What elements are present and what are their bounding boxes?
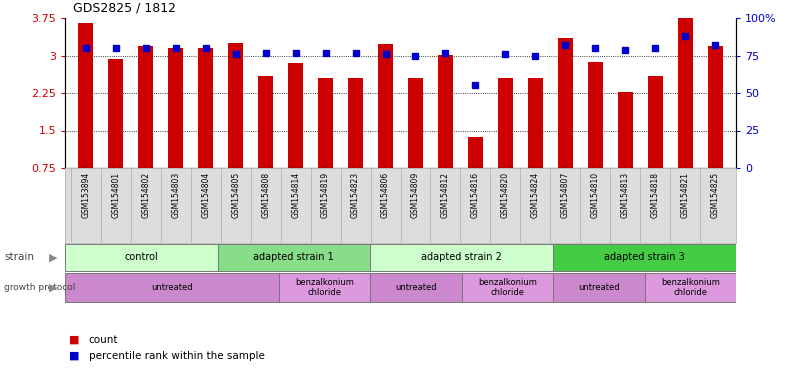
Text: control: control <box>124 253 158 263</box>
Bar <box>528 78 543 168</box>
Text: GSM154813: GSM154813 <box>621 172 630 218</box>
Bar <box>65 273 278 302</box>
Text: GDS2825 / 1812: GDS2825 / 1812 <box>73 1 176 14</box>
Bar <box>218 243 370 271</box>
Bar <box>408 78 423 168</box>
Text: percentile rank within the sample: percentile rank within the sample <box>89 351 264 361</box>
Text: adapted strain 1: adapted strain 1 <box>253 253 334 263</box>
Bar <box>461 273 553 302</box>
Bar <box>79 23 94 168</box>
Bar <box>138 46 153 168</box>
Bar <box>370 243 553 271</box>
Bar <box>558 38 573 168</box>
Text: GSM154816: GSM154816 <box>471 172 480 218</box>
Bar <box>259 76 274 168</box>
Text: untreated: untreated <box>395 283 436 292</box>
Text: GSM154807: GSM154807 <box>560 172 570 218</box>
Text: benzalkonium
chloride: benzalkonium chloride <box>295 278 354 297</box>
Bar <box>168 48 183 168</box>
Text: GSM154805: GSM154805 <box>231 172 241 218</box>
Text: GSM154824: GSM154824 <box>531 172 540 218</box>
Text: ■: ■ <box>69 335 79 345</box>
Text: untreated: untreated <box>578 283 619 292</box>
Bar <box>707 46 722 168</box>
Bar <box>498 78 512 168</box>
Text: adapted strain 3: adapted strain 3 <box>604 253 685 263</box>
Bar <box>648 76 663 168</box>
Bar <box>198 48 213 168</box>
Bar <box>645 273 736 302</box>
Text: GSM154802: GSM154802 <box>141 172 150 218</box>
Bar <box>108 59 123 168</box>
Text: growth protocol: growth protocol <box>4 283 75 292</box>
Bar <box>553 243 736 271</box>
Text: ▶: ▶ <box>49 253 57 263</box>
Text: benzalkonium
chloride: benzalkonium chloride <box>478 278 537 297</box>
Bar <box>65 243 218 271</box>
Bar <box>678 18 692 168</box>
Bar <box>618 92 633 168</box>
Text: GSM154810: GSM154810 <box>591 172 600 218</box>
Text: benzalkonium
chloride: benzalkonium chloride <box>661 278 720 297</box>
Text: GSM154812: GSM154812 <box>441 172 450 218</box>
Text: GSM154819: GSM154819 <box>321 172 330 218</box>
Text: GSM154818: GSM154818 <box>651 172 659 218</box>
Text: count: count <box>89 335 118 345</box>
Text: GSM154804: GSM154804 <box>201 172 211 218</box>
Bar <box>318 78 333 168</box>
Bar <box>553 273 645 302</box>
Text: GSM154801: GSM154801 <box>112 172 120 218</box>
Bar <box>378 45 393 168</box>
Bar <box>348 78 363 168</box>
Text: strain: strain <box>4 253 34 263</box>
Text: adapted strain 2: adapted strain 2 <box>421 253 502 263</box>
Text: GSM154823: GSM154823 <box>351 172 360 218</box>
Text: GSM154809: GSM154809 <box>411 172 420 218</box>
Text: GSM154821: GSM154821 <box>681 172 689 218</box>
Bar <box>228 43 243 168</box>
Text: ▶: ▶ <box>49 283 57 293</box>
Text: GSM154803: GSM154803 <box>171 172 180 218</box>
Bar <box>278 273 370 302</box>
Text: GSM154808: GSM154808 <box>261 172 270 218</box>
Text: untreated: untreated <box>151 283 193 292</box>
Text: ■: ■ <box>69 351 79 361</box>
Bar <box>588 61 603 168</box>
Bar <box>288 63 303 168</box>
Bar <box>468 136 483 168</box>
Text: GSM154806: GSM154806 <box>381 172 390 218</box>
Bar <box>438 55 453 168</box>
Text: GSM154814: GSM154814 <box>291 172 300 218</box>
Text: GSM154820: GSM154820 <box>501 172 510 218</box>
Text: GSM154825: GSM154825 <box>711 172 719 218</box>
Bar <box>370 273 461 302</box>
Text: GSM153894: GSM153894 <box>82 172 90 218</box>
